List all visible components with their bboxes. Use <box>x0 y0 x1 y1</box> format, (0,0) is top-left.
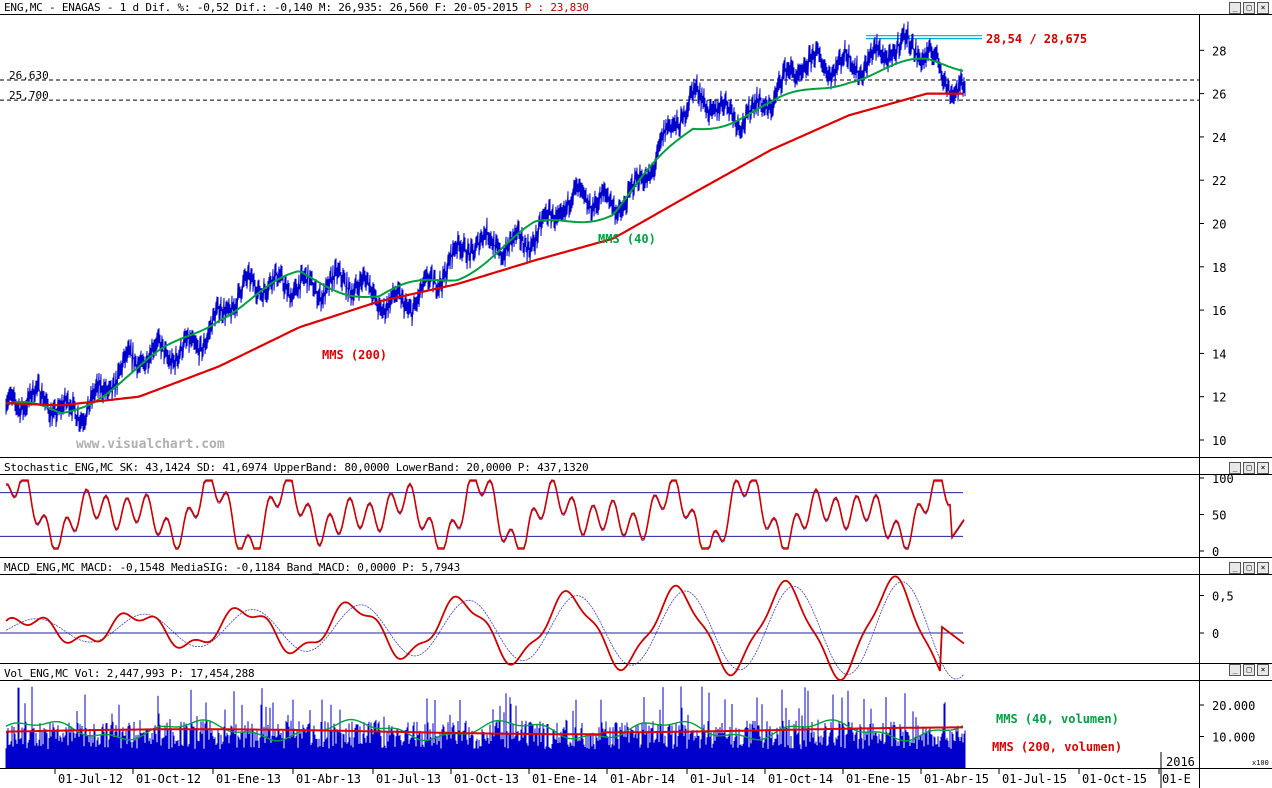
vol-scale-note: x100 <box>1252 759 1269 767</box>
header-dif-pct-label: Dif. %: <box>145 1 191 14</box>
x-tick-label: 01-Abr-13 <box>296 772 361 786</box>
y-tick-label: 28 <box>1212 44 1226 58</box>
header-dif: -0,140 <box>273 1 313 14</box>
vol-y-tick-label: 10.000 <box>1212 731 1255 745</box>
y-tick-label: 14 <box>1212 347 1226 361</box>
y-tick-label: 24 <box>1212 131 1226 145</box>
hline-label-1: 26,630 <box>9 69 49 82</box>
stoch-window-buttons: _ □ × <box>1229 462 1269 474</box>
y-tick-label: 22 <box>1212 174 1226 188</box>
close-icon[interactable]: × <box>1257 562 1269 574</box>
maximize-icon[interactable]: □ <box>1243 462 1255 474</box>
stoch-y-tick-label: 100 <box>1212 472 1234 486</box>
header-date: 20-05-2015 <box>453 1 519 14</box>
volume-panel: 10.000 20.000 <box>5 686 1255 768</box>
watermark: www.visualchart.com <box>76 437 225 452</box>
header-period: 1 d <box>119 1 139 14</box>
minimize-icon[interactable]: _ <box>1229 664 1241 676</box>
y-tick-label: 26 <box>1212 88 1226 102</box>
y-tick-label: 16 <box>1212 304 1226 318</box>
x-tick-label: 01-Jul-13 <box>376 772 441 786</box>
macd-y-tick-label: 0,5 <box>1212 590 1234 604</box>
x-axis: 01-Jul-12 01-Oct-12 01-Ene-13 01-Abr-13 01-J… <box>54 752 1195 788</box>
header-p: 23,830 <box>550 1 589 14</box>
header-date-label: F: <box>434 1 448 14</box>
header-dif-label: Dif.: <box>235 1 268 14</box>
x-tick-label: 01-Ene-15 <box>846 772 911 786</box>
x-tick-label: 01-Ene-13 <box>216 772 281 786</box>
resistance-label: 28,54 / 28,675 <box>986 32 1087 46</box>
stoch-sk-line <box>5 478 965 549</box>
stoch-header: Stochastic_ENG,MC SK: 43,1424 SD: 41,697… <box>4 461 589 474</box>
x-tick-label: 01-Jul-15 <box>1002 772 1067 786</box>
ma40-series <box>5 57 964 415</box>
x-tick-label: 01-Ene-14 <box>532 772 597 786</box>
macd-signal-line <box>5 581 965 680</box>
vol-y-tick-label: 20.000 <box>1212 699 1255 713</box>
x-tick-label: 01-Abr-15 <box>924 772 989 786</box>
minimize-icon[interactable]: _ <box>1229 462 1241 474</box>
x-tick-label: 01-E <box>1162 772 1191 786</box>
hline-label-2: 25,700 <box>9 89 49 102</box>
y-tick-label: 10 <box>1212 434 1226 448</box>
price-header: ENG,MC - ENAGAS - 1 d Dif. %: -0,52 Dif.… <box>4 1 589 14</box>
price-series <box>5 21 966 433</box>
stochastic-panel: 0 50 100 <box>0 472 1234 559</box>
y-tick-label: 18 <box>1212 261 1226 275</box>
x-tick-label: 01-Oct-12 <box>136 772 201 786</box>
header-symbol: ENG,MC <box>4 1 43 14</box>
minimize-icon[interactable]: _ <box>1229 2 1241 14</box>
minimize-icon[interactable]: _ <box>1229 562 1241 574</box>
ma200-series <box>5 92 963 407</box>
x-tick-label: 01-Oct-14 <box>768 772 833 786</box>
macd-header: MACD_ENG,MC MACD: -0,1548 MediaSIG: -0,1… <box>4 561 461 574</box>
vol-ma200-line <box>5 726 963 736</box>
stoch-y-tick-label: 0 <box>1212 545 1219 559</box>
close-icon[interactable]: × <box>1257 664 1269 676</box>
vol-window-buttons: _ □ × <box>1229 664 1269 676</box>
y-tick-label: 20 <box>1212 218 1226 232</box>
y-tick-label: 12 <box>1212 391 1226 405</box>
price-panel: 10 12 14 16 18 20 22 24 26 28 <box>0 21 1226 448</box>
close-icon[interactable]: × <box>1257 462 1269 474</box>
maximize-icon[interactable]: □ <box>1243 562 1255 574</box>
x-tick-label: 01-Abr-14 <box>610 772 675 786</box>
header-name: ENAGAS <box>61 1 101 14</box>
volume-bars <box>5 686 966 768</box>
ma40-label: MMS (40) <box>598 232 656 246</box>
year-marker: 2016 <box>1166 755 1195 769</box>
x-tick-label: 01-Jul-14 <box>690 772 755 786</box>
vol-header: Vol_ENG,MC Vol: 2,447,993 P: 17,454,288 <box>4 667 255 680</box>
close-icon[interactable]: × <box>1257 2 1269 14</box>
macd-window-buttons: _ □ × <box>1229 562 1269 574</box>
maximize-icon[interactable]: □ <box>1243 664 1255 676</box>
header-m2: 26,560 <box>389 1 429 14</box>
macd-line <box>5 575 965 682</box>
header-m-label: M: <box>318 1 332 14</box>
maximize-icon[interactable]: □ <box>1243 2 1255 14</box>
price-window-buttons: _ □ × <box>1229 2 1269 14</box>
macd-y-tick-label: 0 <box>1212 627 1219 641</box>
vol-ma40-line <box>5 718 964 742</box>
x-tick-label: 01-Oct-13 <box>454 772 519 786</box>
header-p-label: P : <box>524 1 544 14</box>
stoch-y-tick-label: 50 <box>1212 509 1226 523</box>
header-dif-pct: -0,52 <box>196 1 229 14</box>
vol-ma200-label: MMS (200, volumen) <box>992 740 1122 754</box>
x-tick-label: 01-Oct-15 <box>1082 772 1147 786</box>
macd-panel: 00,5 <box>0 575 1234 682</box>
header-m: 26,935 <box>338 1 377 14</box>
x-tick-label: 01-Jul-12 <box>58 772 123 786</box>
ma200-label: MMS (200) <box>322 348 387 362</box>
vol-ma40-label: MMS (40, volumen) <box>996 712 1119 726</box>
